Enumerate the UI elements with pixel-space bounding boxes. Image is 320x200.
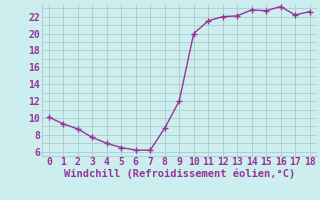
X-axis label: Windchill (Refroidissement éolien,°C): Windchill (Refroidissement éolien,°C) [64, 169, 295, 179]
